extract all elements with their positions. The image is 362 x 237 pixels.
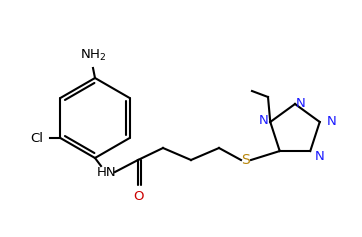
Text: S: S: [241, 153, 251, 167]
Text: Cl: Cl: [30, 132, 43, 145]
Text: N: N: [314, 150, 324, 163]
Text: N: N: [296, 96, 306, 109]
Text: NH$_2$: NH$_2$: [80, 47, 106, 63]
Text: N: N: [258, 114, 268, 128]
Text: HN: HN: [97, 165, 117, 178]
Text: O: O: [134, 190, 144, 202]
Text: N: N: [327, 115, 336, 128]
